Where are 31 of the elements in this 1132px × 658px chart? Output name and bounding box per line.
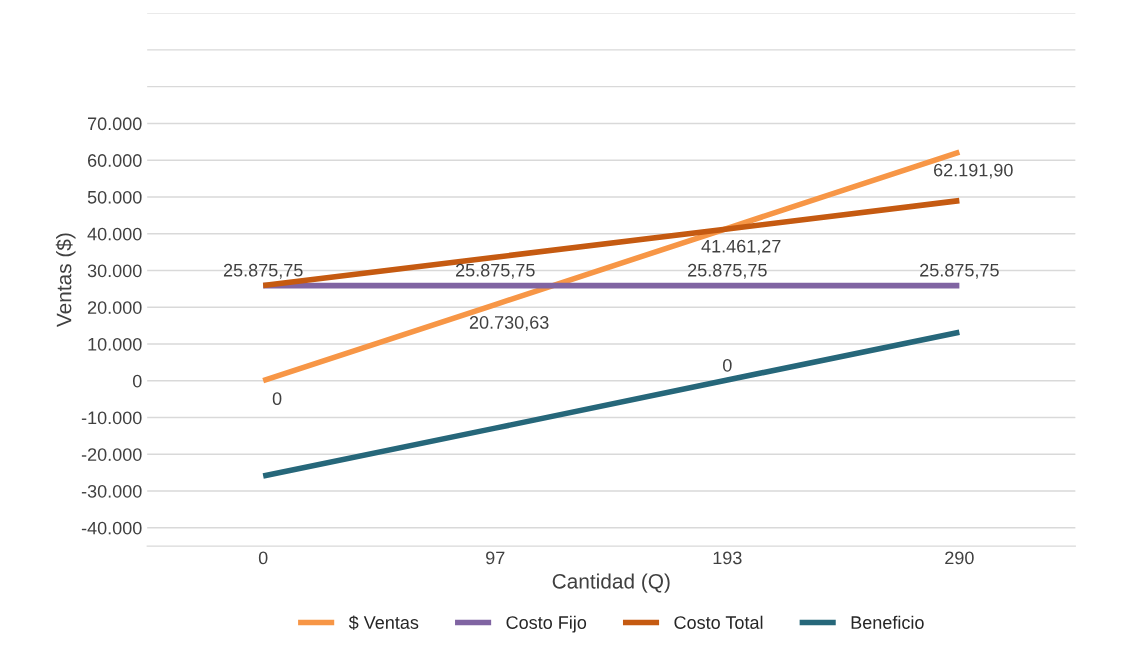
y-axis-title: Ventas ($)	[55, 233, 76, 328]
data-label: 41.461,27	[701, 239, 781, 255]
legend-label: $ Ventas	[348, 615, 419, 631]
data-label: 20.730,63	[469, 316, 549, 331]
y-tick-label: -30.000	[81, 484, 142, 498]
legend-label: Costo Fijo	[506, 615, 587, 633]
y-tick-label: -40.000	[81, 521, 142, 535]
data-label: 25.875,75	[456, 263, 535, 279]
x-tick-label: 0	[258, 551, 268, 565]
x-tick-label: 290	[945, 551, 974, 565]
y-tick-label: 20.000	[87, 301, 142, 314]
y-tick-label: 40.000	[87, 227, 142, 241]
x-tick-label: 97	[486, 551, 505, 565]
y-tick-label: -10.000	[81, 411, 142, 425]
y-tick-label: 60.000	[88, 154, 142, 167]
data-label: 62.191,90	[934, 163, 1013, 179]
y-tick-label: 10.000	[88, 337, 142, 351]
x-tick-label: 193	[713, 551, 742, 565]
data-label: 25.875,75	[688, 263, 767, 279]
data-label: 25.875,75	[920, 263, 999, 279]
y-tick-label: -20.000	[81, 448, 142, 461]
y-tick-label: 0	[132, 374, 142, 388]
x-axis-title: Cantidad (Q)	[552, 573, 670, 593]
data-label: 0	[272, 392, 282, 406]
y-tick-label: 30.000	[87, 264, 142, 278]
annotation: 0	[722, 358, 732, 372]
legend-label: Costo Total	[674, 615, 763, 629]
y-tick-label: 50.000	[87, 190, 142, 204]
data-label: 25.875,75	[223, 263, 303, 279]
legend-label: Beneficio	[851, 615, 924, 629]
y-tick-label: 70.000	[88, 117, 142, 131]
